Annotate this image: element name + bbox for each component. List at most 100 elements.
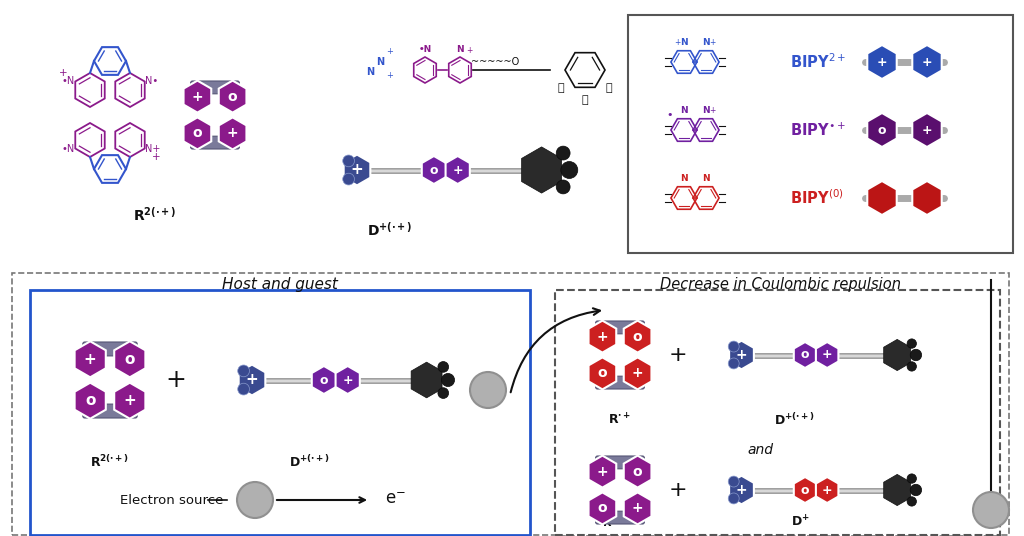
Bar — [628, 15, 1013, 253]
Circle shape — [907, 474, 916, 483]
Polygon shape — [867, 113, 897, 147]
Bar — [30, 290, 530, 535]
Polygon shape — [589, 321, 616, 353]
Circle shape — [556, 180, 570, 194]
Text: +: + — [632, 367, 643, 381]
Circle shape — [907, 497, 916, 506]
Polygon shape — [445, 156, 470, 184]
Text: ⌒: ⌒ — [582, 95, 589, 105]
Polygon shape — [867, 181, 897, 215]
Text: o: o — [319, 374, 328, 386]
Text: +: + — [735, 483, 748, 497]
Text: o: o — [85, 393, 95, 408]
Polygon shape — [816, 342, 839, 368]
Polygon shape — [624, 493, 651, 524]
Text: +: + — [387, 71, 393, 79]
Polygon shape — [75, 341, 105, 377]
Text: 2: 2 — [482, 381, 494, 399]
Text: $\mathbf{D^{+(\bullet+)}}$: $\mathbf{D^{+(\bullet+)}}$ — [368, 221, 413, 239]
Text: o: o — [193, 126, 202, 140]
Text: Decrease in Coulombic repulsion: Decrease in Coulombic repulsion — [659, 278, 900, 293]
Polygon shape — [239, 364, 265, 396]
Text: o: o — [430, 163, 438, 176]
Text: $\mathbf{R^{2(\bullet+)}}$: $\mathbf{R^{2(\bullet+)}}$ — [133, 206, 176, 224]
Text: +: + — [466, 46, 472, 55]
Text: +: + — [877, 56, 888, 69]
Polygon shape — [589, 493, 616, 524]
FancyBboxPatch shape — [190, 136, 240, 149]
Polygon shape — [912, 113, 942, 147]
Text: +: + — [674, 38, 681, 47]
Text: BIPY$^{\bullet+}$: BIPY$^{\bullet+}$ — [790, 121, 846, 139]
Text: ~~~~~O: ~~~~~O — [471, 57, 519, 67]
Circle shape — [438, 362, 449, 373]
Polygon shape — [589, 358, 616, 389]
Polygon shape — [183, 80, 211, 113]
Text: +: + — [453, 163, 463, 176]
Text: +: + — [669, 480, 687, 500]
Polygon shape — [219, 80, 247, 113]
Text: +: + — [124, 393, 136, 408]
Polygon shape — [624, 321, 651, 353]
Circle shape — [238, 383, 250, 395]
Text: o: o — [878, 123, 886, 137]
Polygon shape — [344, 154, 371, 185]
Polygon shape — [884, 339, 910, 370]
Text: N: N — [702, 38, 710, 47]
Text: e$^{-}$: e$^{-}$ — [385, 490, 406, 508]
Text: +: + — [822, 348, 833, 361]
Polygon shape — [867, 45, 897, 79]
Text: N: N — [680, 106, 688, 115]
Text: Host and guest: Host and guest — [222, 278, 338, 293]
Text: +: + — [191, 90, 203, 103]
FancyArrowPatch shape — [511, 308, 600, 392]
Text: +: + — [153, 152, 161, 162]
Bar — [555, 290, 1000, 535]
Text: o: o — [633, 465, 642, 479]
Polygon shape — [219, 117, 247, 150]
FancyBboxPatch shape — [596, 321, 644, 334]
Bar — [735, 353, 905, 358]
Text: +: + — [84, 352, 96, 367]
Circle shape — [910, 485, 922, 496]
Text: +: + — [226, 126, 239, 140]
Text: ⌒: ⌒ — [557, 83, 564, 93]
Circle shape — [728, 476, 739, 487]
Text: o: o — [598, 501, 607, 516]
Polygon shape — [183, 117, 211, 150]
Text: •N: •N — [61, 144, 75, 153]
Text: +: + — [246, 373, 258, 388]
Circle shape — [343, 155, 354, 167]
Polygon shape — [729, 476, 754, 504]
Polygon shape — [75, 383, 105, 419]
Bar — [12, 273, 1009, 535]
Bar — [735, 355, 905, 356]
Text: +: + — [735, 348, 748, 362]
Circle shape — [438, 388, 449, 398]
Polygon shape — [794, 477, 816, 503]
Polygon shape — [115, 383, 145, 419]
Text: 1: 1 — [249, 491, 261, 509]
Polygon shape — [729, 341, 754, 369]
Text: o: o — [801, 348, 809, 361]
Circle shape — [470, 372, 506, 408]
Polygon shape — [884, 474, 910, 505]
Bar — [735, 488, 905, 493]
Text: $\mathbf{R^{2(\bullet+)}}$: $\mathbf{R^{2(\bullet+)}}$ — [602, 513, 638, 530]
Circle shape — [973, 492, 1009, 528]
Text: +: + — [166, 368, 186, 392]
Polygon shape — [816, 477, 839, 503]
Circle shape — [441, 374, 455, 386]
Circle shape — [237, 482, 273, 518]
Text: $\mathbf{R^{\bullet+}}$: $\mathbf{R^{\bullet+}}$ — [608, 412, 632, 428]
Circle shape — [343, 173, 354, 185]
FancyBboxPatch shape — [190, 81, 240, 94]
Text: $\mathbf{D^{+(\bullet+)}}$: $\mathbf{D^{+(\bullet+)}}$ — [774, 412, 815, 428]
Text: •N: •N — [61, 77, 75, 86]
FancyBboxPatch shape — [596, 456, 644, 469]
FancyBboxPatch shape — [83, 404, 137, 418]
Bar — [350, 170, 550, 172]
Text: +: + — [59, 68, 68, 78]
Text: o: o — [801, 483, 809, 496]
Text: $\mathbf{D^{+}}$: $\mathbf{D^{+}}$ — [791, 515, 809, 530]
